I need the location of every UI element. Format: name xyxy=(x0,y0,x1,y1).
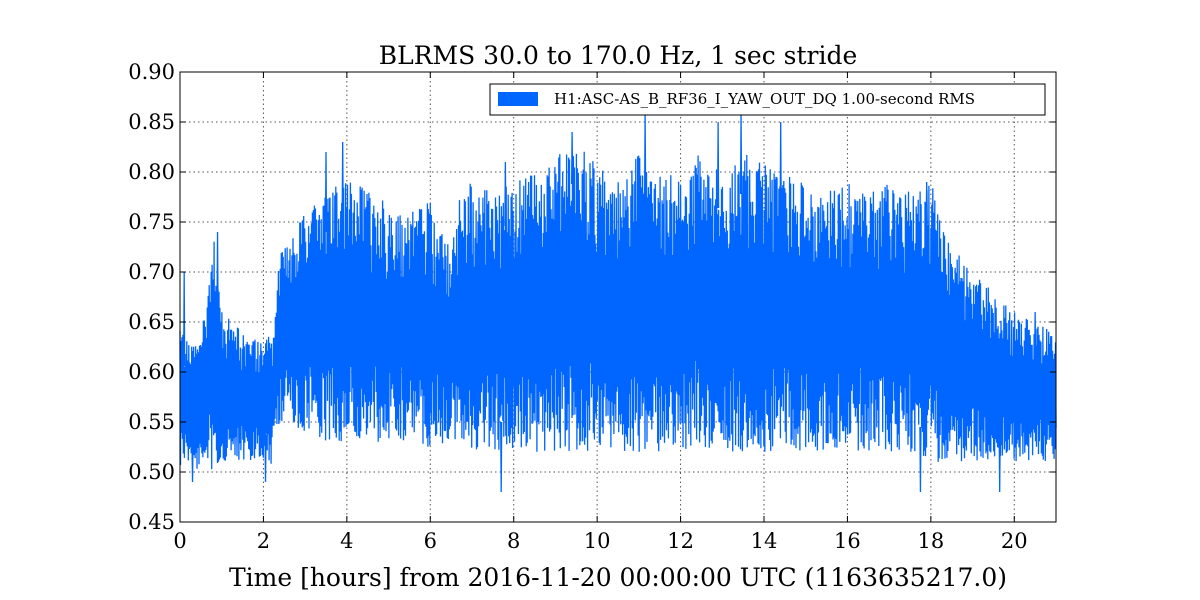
y-tick-label: 0.65 xyxy=(128,310,175,334)
peak-spike xyxy=(1033,311,1037,363)
peak-spike xyxy=(570,131,574,185)
plot-frame xyxy=(179,71,1057,523)
peak-spike xyxy=(643,111,647,199)
y-axis-tick-labels: 0.45 0.50 0.55 0.60 0.65 0.70 0.75 0.80 0.85 0.90 xyxy=(128,60,175,534)
legend-box xyxy=(489,83,1046,116)
x-tick-label: 6 xyxy=(424,529,437,553)
y-tick-label: 0.60 xyxy=(128,360,175,384)
x-tick-label: 14 xyxy=(751,529,778,553)
x-tick-label: 16 xyxy=(834,529,861,553)
peak-spike xyxy=(739,111,743,195)
y-tick-label: 0.75 xyxy=(128,210,175,234)
peak-spike xyxy=(504,161,507,227)
x-tick-label: 4 xyxy=(340,529,353,553)
chart-title: BLRMS 30.0 to 170.0 Hz, 1 sec stride xyxy=(379,41,858,70)
x-tick-label: 12 xyxy=(667,529,694,553)
legend: H1:ASC-AS_B_RF36_I_YAW_OUT_DQ 1.00-secon… xyxy=(489,83,1046,116)
x-tick-label: 10 xyxy=(584,529,611,553)
peak-spike xyxy=(183,271,186,367)
trough-spike xyxy=(191,441,194,483)
peak-spike xyxy=(779,121,782,211)
y-tick-label: 0.85 xyxy=(128,110,175,134)
x-tick-label: 2 xyxy=(257,529,270,553)
peak-spike xyxy=(324,151,328,233)
x-tick-label: 8 xyxy=(507,529,520,553)
peak-spike xyxy=(716,121,720,209)
x-axis-tick-labels: 0 2 4 6 8 10 12 14 16 18 20 xyxy=(173,529,1027,553)
trough-spike xyxy=(919,426,922,493)
peak-spike xyxy=(341,141,344,217)
y-tick-label: 0.90 xyxy=(128,60,175,84)
y-tick-label: 0.45 xyxy=(128,510,175,534)
axis-ticks xyxy=(179,71,1056,523)
x-axis-label: Time [hours] from 2016-11-20 00:00:00 UT… xyxy=(229,563,1007,592)
peak-spike xyxy=(925,181,928,225)
x-tick-label: 0 xyxy=(173,529,186,553)
trough-spike xyxy=(264,434,267,483)
trough-spike xyxy=(998,431,1001,493)
y-tick-label: 0.80 xyxy=(128,160,175,184)
trough-spike xyxy=(500,421,503,493)
plot-area xyxy=(179,111,1057,493)
legend-swatch xyxy=(498,92,538,106)
series-line xyxy=(179,151,1057,470)
legend-label: H1:ASC-AS_B_RF36_I_YAW_OUT_DQ 1.00-secon… xyxy=(554,90,975,108)
peak-spike xyxy=(216,231,219,313)
x-tick-label: 20 xyxy=(1001,529,1028,553)
y-tick-label: 0.50 xyxy=(128,460,175,484)
x-tick-label: 18 xyxy=(917,529,944,553)
y-tick-label: 0.70 xyxy=(128,260,175,284)
y-tick-label: 0.55 xyxy=(128,410,175,434)
